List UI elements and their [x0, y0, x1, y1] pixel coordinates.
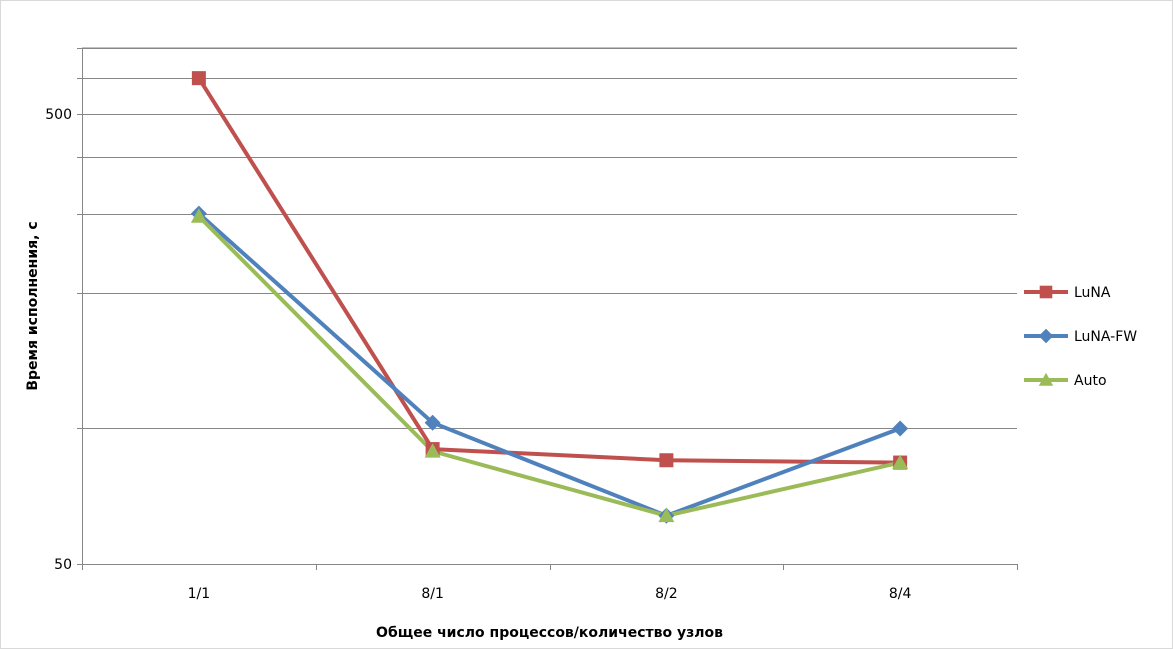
x-tick-label: 8/4: [889, 586, 912, 602]
legend-marker: [1038, 372, 1054, 386]
legend-label: LuNA: [1074, 285, 1111, 301]
data-point-auto: [658, 507, 675, 523]
series-line-luna: [197, 77, 901, 465]
legend-label: LuNA-FW: [1074, 329, 1137, 345]
x-tick-label: 8/2: [655, 586, 678, 602]
series-markers: [190, 71, 909, 524]
x-axis-title: Общее число процессов/количество узлов: [376, 625, 723, 641]
data-point-luna-fw: [892, 420, 909, 437]
legend-label: Auto: [1074, 373, 1107, 389]
legend-marker: [1039, 285, 1053, 299]
gridlines: [82, 47, 1017, 429]
data-point-luna: [191, 71, 206, 86]
legend: LuNA LuNA-FW Auto: [1024, 285, 1137, 389]
x-tick-label: 1/1: [188, 586, 211, 602]
legend-item-luna-fw: LuNA-FW: [1024, 328, 1137, 345]
data-point-auto: [424, 443, 441, 458]
legend-item-luna: LuNA: [1024, 285, 1111, 301]
y-axis-ticks: 500 50: [45, 48, 82, 573]
y-tick-label: 50: [54, 557, 72, 573]
legend-item-auto: Auto: [1024, 372, 1107, 389]
series-lines: [197, 77, 901, 518]
data-point-luna: [659, 453, 674, 468]
data-point-auto: [892, 454, 909, 469]
x-tick-label: 8/1: [421, 586, 444, 602]
series-line-luna-fw: [197, 212, 901, 518]
y-axis-title: Время исполнения, с: [25, 221, 41, 390]
legend-marker: [1038, 328, 1054, 344]
y-tick-label: 500: [45, 107, 72, 123]
series-line-auto: [197, 214, 901, 518]
data-point-luna-fw: [424, 414, 441, 431]
x-axis-ticks: 1/1 8/1 8/2 8/4: [82, 564, 1018, 602]
data-point-auto: [190, 208, 207, 223]
